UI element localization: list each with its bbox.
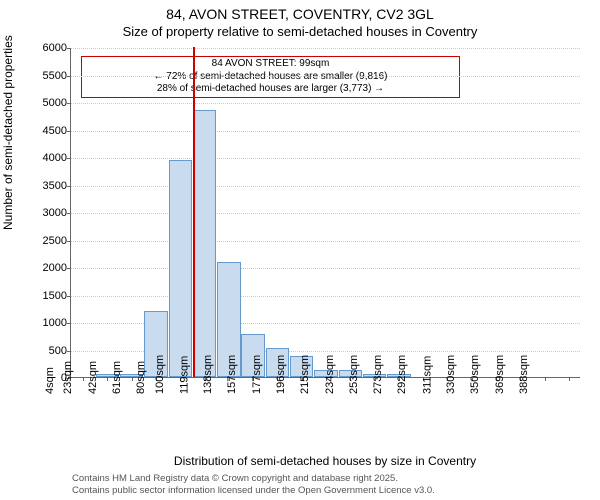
marker-line: [193, 47, 195, 377]
x-axis-label: Distribution of semi-detached houses by …: [70, 454, 580, 468]
ytick-label: 2500: [43, 235, 71, 247]
xtick-label: 234sqm: [323, 355, 335, 394]
gridline: [71, 131, 580, 132]
xtick-label: 350sqm: [469, 355, 481, 394]
ytick-label: 1000: [43, 317, 71, 329]
xtick-label: 292sqm: [396, 355, 408, 394]
ytick-label: 4000: [43, 152, 71, 164]
xtick-label: 80sqm: [135, 361, 147, 394]
xtick-label: 177sqm: [251, 355, 263, 394]
xtick-label: 61sqm: [111, 361, 123, 394]
chart-title-main: 84, AVON STREET, COVENTRY, CV2 3GL: [0, 6, 600, 22]
xtick-label: 42sqm: [87, 361, 99, 394]
xtick-label: 119sqm: [179, 356, 191, 394]
xtick-label: 388sqm: [518, 355, 530, 394]
attribution-line1: Contains HM Land Registry data © Crown c…: [72, 473, 590, 484]
annotation-box: 84 AVON STREET: 99sqm ← 72% of semi-deta…: [81, 56, 460, 98]
gridline: [71, 48, 580, 49]
xtick-label: 330sqm: [445, 355, 457, 394]
xtick-label: 215sqm: [299, 355, 311, 394]
gridline: [71, 76, 580, 77]
xtick-label: 253sqm: [348, 355, 360, 394]
gridline: [71, 296, 580, 297]
histogram-bar: [169, 160, 192, 377]
xtick-label: 369sqm: [493, 355, 505, 394]
gridline: [71, 241, 580, 242]
ytick-label: 1500: [43, 290, 71, 302]
xtick-mark: [83, 377, 84, 381]
ytick-label: 6000: [43, 42, 71, 54]
attribution: Contains HM Land Registry data © Crown c…: [72, 473, 590, 496]
xtick-label: 157sqm: [226, 355, 238, 394]
gridline: [71, 213, 580, 214]
gridline: [71, 103, 580, 104]
attribution-line2: Contains public sector information licen…: [72, 485, 590, 496]
chart-container: 84, AVON STREET, COVENTRY, CV2 3GL Size …: [0, 0, 600, 500]
xtick-mark: [569, 377, 570, 381]
xtick-label: 100sqm: [153, 355, 165, 394]
annotation-line2: ← 72% of semi-detached houses are smalle…: [85, 71, 456, 84]
xtick-mark: [132, 377, 133, 381]
xtick-label: 273sqm: [372, 355, 384, 394]
ytick-label: 2000: [43, 262, 71, 274]
xtick-label: 23sqm: [62, 361, 74, 394]
y-axis-label: Number of semi-detached properties: [1, 35, 15, 230]
gridline: [71, 186, 580, 187]
xtick-label: 311sqm: [421, 356, 433, 394]
xtick-label: 196sqm: [275, 355, 287, 394]
gridline: [71, 268, 580, 269]
ytick-label: 5500: [43, 70, 71, 82]
xtick-mark: [545, 377, 546, 381]
ytick-label: 3000: [43, 207, 71, 219]
xtick-label: 4sqm: [44, 367, 56, 394]
xtick-label: 138sqm: [202, 355, 214, 394]
plot-area: 84 AVON STREET: 99sqm ← 72% of semi-deta…: [70, 48, 580, 378]
chart-title-sub: Size of property relative to semi-detach…: [0, 24, 600, 39]
annotation-line1: 84 AVON STREET: 99sqm: [85, 58, 456, 71]
ytick-label: 4500: [43, 125, 71, 137]
ytick-label: 5000: [43, 97, 71, 109]
histogram-bar: [193, 110, 216, 377]
ytick-label: 500: [49, 345, 71, 357]
ytick-label: 3500: [43, 180, 71, 192]
xtick-mark: [107, 377, 108, 381]
gridline: [71, 158, 580, 159]
annotation-line3: 28% of semi-detached houses are larger (…: [85, 83, 456, 96]
